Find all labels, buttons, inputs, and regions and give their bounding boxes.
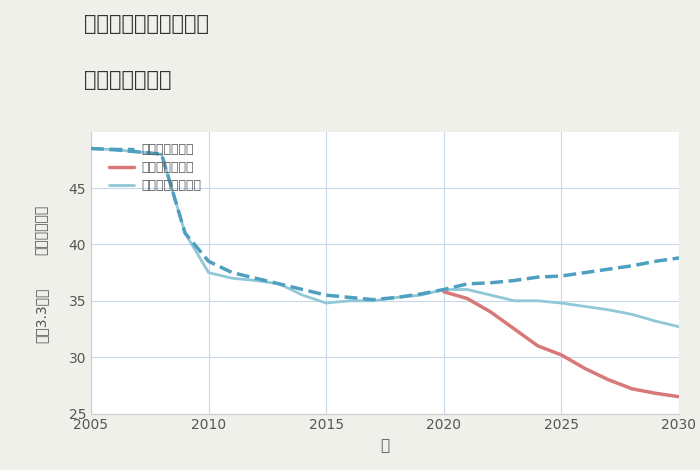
バッドシナリオ	[533, 343, 542, 349]
グッドシナリオ	[557, 273, 566, 279]
Legend: グッドシナリオ, バッドシナリオ, ノーマルシナリオ: グッドシナリオ, バッドシナリオ, ノーマルシナリオ	[109, 143, 202, 193]
バッドシナリオ	[557, 352, 566, 358]
Line: バッドシナリオ: バッドシナリオ	[444, 292, 679, 397]
グッドシナリオ	[675, 255, 683, 261]
グッドシナリオ	[275, 281, 284, 287]
バッドシナリオ	[675, 394, 683, 399]
ノーマルシナリオ	[628, 312, 636, 317]
ノーマルシナリオ	[675, 324, 683, 329]
ノーマルシナリオ	[393, 295, 401, 300]
ノーマルシナリオ	[204, 270, 213, 275]
ノーマルシナリオ	[251, 278, 260, 283]
ノーマルシナリオ	[181, 230, 189, 236]
グッドシナリオ	[463, 281, 472, 287]
バッドシナリオ	[651, 391, 659, 396]
バッドシナリオ	[510, 326, 519, 332]
グッドシナリオ	[628, 263, 636, 269]
グッドシナリオ	[322, 292, 330, 298]
グッドシナリオ	[346, 295, 354, 300]
ノーマルシナリオ	[416, 292, 424, 298]
グッドシナリオ	[111, 147, 119, 152]
バッドシナリオ	[581, 366, 589, 371]
バッドシナリオ	[604, 377, 612, 383]
グッドシナリオ	[181, 230, 189, 236]
ノーマルシナリオ	[298, 292, 307, 298]
ノーマルシナリオ	[581, 304, 589, 309]
ノーマルシナリオ	[557, 300, 566, 306]
ノーマルシナリオ	[369, 298, 377, 304]
ノーマルシナリオ	[486, 292, 495, 298]
Line: ノーマルシナリオ: ノーマルシナリオ	[91, 149, 679, 327]
ノーマルシナリオ	[651, 318, 659, 324]
Text: 坪（3.3㎡）: 坪（3.3㎡）	[34, 287, 48, 343]
ノーマルシナリオ	[533, 298, 542, 304]
ノーマルシナリオ	[134, 149, 142, 155]
バッドシナリオ	[463, 296, 472, 301]
ノーマルシナリオ	[346, 298, 354, 304]
ノーマルシナリオ	[440, 287, 448, 292]
Text: 奈良県奈良市石木町の: 奈良県奈良市石木町の	[84, 14, 209, 34]
Line: グッドシナリオ: グッドシナリオ	[91, 149, 679, 300]
Text: 土地の価格推移: 土地の価格推移	[84, 70, 172, 91]
グッドシナリオ	[158, 151, 166, 157]
ノーマルシナリオ	[228, 275, 237, 281]
グッドシナリオ	[486, 280, 495, 286]
グッドシナリオ	[298, 287, 307, 292]
グッドシナリオ	[533, 274, 542, 280]
グッドシナリオ	[651, 258, 659, 264]
ノーマルシナリオ	[463, 287, 472, 292]
グッドシナリオ	[581, 270, 589, 275]
グッドシナリオ	[440, 287, 448, 292]
ノーマルシナリオ	[87, 146, 95, 151]
バッドシナリオ	[486, 309, 495, 315]
グッドシナリオ	[204, 258, 213, 264]
グッドシナリオ	[416, 291, 424, 297]
グッドシナリオ	[604, 266, 612, 272]
グッドシナリオ	[510, 278, 519, 283]
グッドシナリオ	[87, 146, 95, 151]
バッドシナリオ	[440, 289, 448, 295]
グッドシナリオ	[251, 275, 260, 281]
グッドシナリオ	[228, 270, 237, 275]
グッドシナリオ	[393, 295, 401, 300]
グッドシナリオ	[369, 297, 377, 303]
バッドシナリオ	[628, 386, 636, 392]
ノーマルシナリオ	[604, 307, 612, 313]
グッドシナリオ	[134, 149, 142, 155]
ノーマルシナリオ	[510, 298, 519, 304]
X-axis label: 年: 年	[380, 438, 390, 453]
ノーマルシナリオ	[158, 151, 166, 157]
ノーマルシナリオ	[275, 281, 284, 287]
Text: 単価（万円）: 単価（万円）	[34, 205, 48, 255]
ノーマルシナリオ	[322, 300, 330, 306]
ノーマルシナリオ	[111, 147, 119, 152]
